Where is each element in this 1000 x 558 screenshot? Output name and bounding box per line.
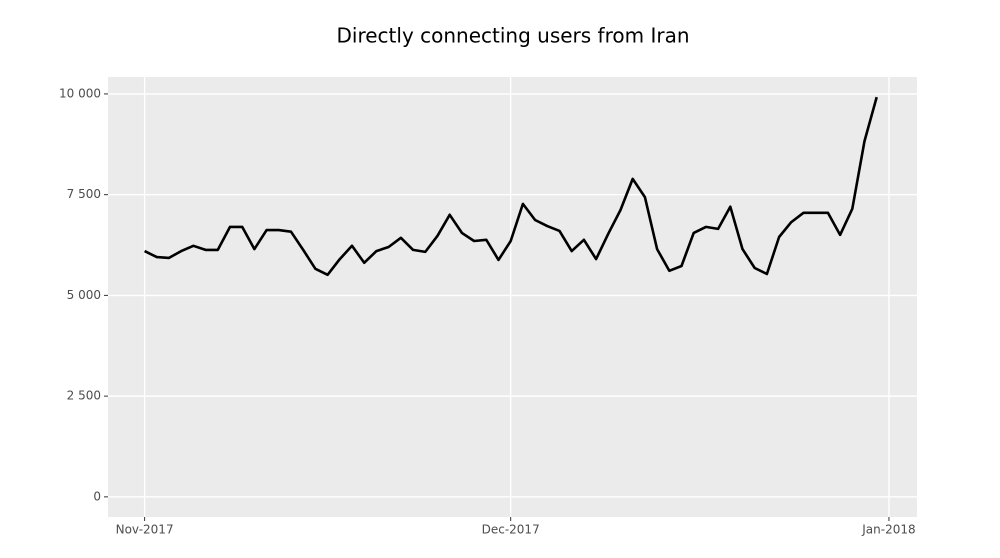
x-tick-label: Jan-2018 — [861, 523, 915, 537]
y-tick-label: 0 — [93, 489, 101, 503]
data-line — [144, 96, 878, 277]
y-tick-label: 10 000 — [59, 86, 101, 100]
plot-panel — [108, 77, 917, 517]
y-tick-label: 5 000 — [67, 288, 101, 302]
x-tick-label: Dec-2017 — [482, 523, 540, 537]
x-tick-label: Nov-2017 — [116, 523, 174, 537]
chart-title: Directly connecting users from Iran — [337, 24, 690, 48]
y-tick-label: 7 500 — [67, 187, 101, 201]
y-tick-label: 2 500 — [67, 389, 101, 403]
